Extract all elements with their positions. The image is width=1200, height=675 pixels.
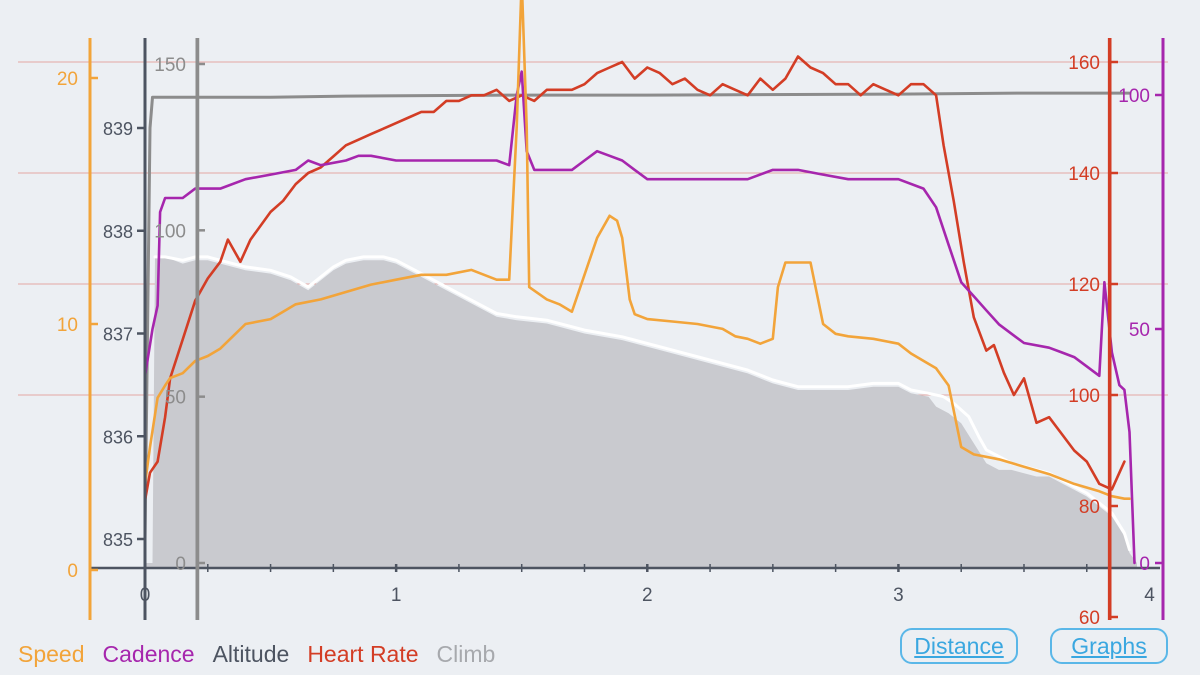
climb-area bbox=[145, 256, 1137, 568]
series-altitude-line bbox=[143, 91, 1131, 541]
altitude-axis-tick-label: 836 bbox=[103, 427, 133, 447]
climb-axis-tick-label: 100 bbox=[154, 221, 186, 242]
heart-rate-axis-tick-label: 80 bbox=[1079, 497, 1100, 518]
heart-rate-axis-tick-label: 60 bbox=[1079, 608, 1100, 629]
legend: Speed Cadence Altitude Heart Rate Climb bbox=[18, 640, 495, 668]
heart-rate-axis-tick-label: 100 bbox=[1068, 386, 1100, 407]
distance-button[interactable]: Distance bbox=[900, 628, 1018, 664]
x-tick-label: 2 bbox=[642, 585, 653, 606]
series-lines bbox=[143, 0, 1136, 565]
altitude-axis-tick-label: 835 bbox=[103, 530, 133, 550]
cadence-axis-tick-label: 100 bbox=[1118, 86, 1150, 107]
altitude-axis-tick-label: 838 bbox=[103, 222, 133, 242]
legend-cadence[interactable]: Cadence bbox=[102, 641, 195, 667]
x-tick-label: 3 bbox=[893, 585, 904, 606]
speed-axis-tick-label: 0 bbox=[67, 561, 78, 582]
series-speed-line bbox=[143, 0, 1131, 501]
legend-speed[interactable]: Speed bbox=[18, 641, 85, 667]
x-tick-label: 4 bbox=[1144, 585, 1155, 606]
heart-rate-axis-tick-label: 140 bbox=[1068, 164, 1100, 185]
cadence-axis-tick-label: 0 bbox=[1139, 554, 1150, 575]
x-tick-label: 1 bbox=[391, 585, 402, 606]
series-cadence-line bbox=[143, 70, 1136, 565]
series-climb-area bbox=[145, 256, 1137, 568]
speed-axis-tick-label: 10 bbox=[57, 315, 78, 336]
legend-climb[interactable]: Climb bbox=[436, 641, 496, 667]
heart-rate-axis-tick-label: 160 bbox=[1068, 53, 1100, 74]
axes: 0 1 2 3 4 0 10 20 835 836 837 838 839 0 50 100 150 60 80 10… bbox=[57, 38, 1165, 629]
altitude-axis-tick-label: 839 bbox=[103, 119, 133, 139]
speed-axis-tick-label: 20 bbox=[57, 69, 78, 90]
altitude-axis-tick-label: 837 bbox=[103, 325, 133, 345]
series-heart_rate-line bbox=[143, 55, 1126, 502]
heart-rate-axis-tick-label: 120 bbox=[1068, 275, 1100, 296]
graphs-button[interactable]: Graphs bbox=[1050, 628, 1168, 664]
climb-axis-tick-label: 150 bbox=[154, 55, 186, 76]
climb-axis-tick-label: 50 bbox=[165, 388, 186, 409]
legend-altitude[interactable]: Altitude bbox=[212, 641, 290, 667]
cadence-axis-tick-label: 50 bbox=[1129, 320, 1150, 341]
climb-axis-tick-label: 0 bbox=[175, 554, 186, 575]
legend-heart-rate[interactable]: Heart Rate bbox=[307, 641, 419, 667]
